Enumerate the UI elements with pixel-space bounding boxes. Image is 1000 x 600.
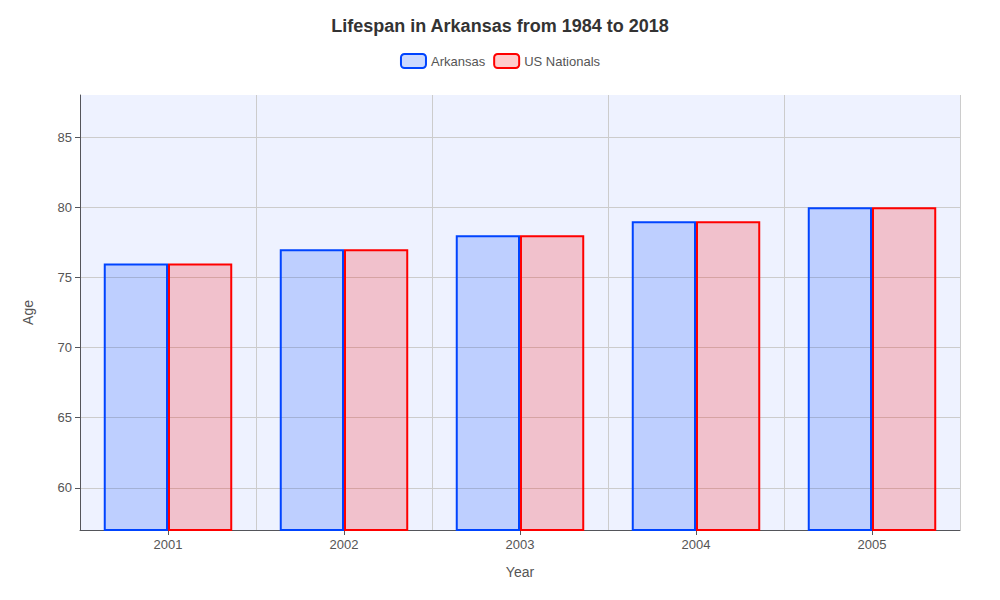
svg-text:2005: 2005	[858, 537, 887, 552]
svg-text:Lifespan in Arkansas from 1984: Lifespan in Arkansas from 1984 to 2018	[331, 16, 668, 36]
svg-text:70: 70	[58, 340, 72, 355]
svg-text:80: 80	[58, 200, 72, 215]
svg-text:2001: 2001	[154, 537, 183, 552]
svg-text:Arkansas: Arkansas	[431, 54, 486, 69]
svg-text:Age: Age	[20, 300, 36, 325]
svg-text:65: 65	[58, 410, 72, 425]
svg-text:75: 75	[58, 270, 72, 285]
svg-text:60: 60	[58, 480, 72, 495]
svg-text:85: 85	[58, 130, 72, 145]
svg-text:Year: Year	[506, 564, 535, 580]
svg-text:US Nationals: US Nationals	[524, 54, 600, 69]
svg-text:2004: 2004	[682, 537, 711, 552]
svg-text:2002: 2002	[330, 537, 359, 552]
svg-text:2003: 2003	[506, 537, 535, 552]
